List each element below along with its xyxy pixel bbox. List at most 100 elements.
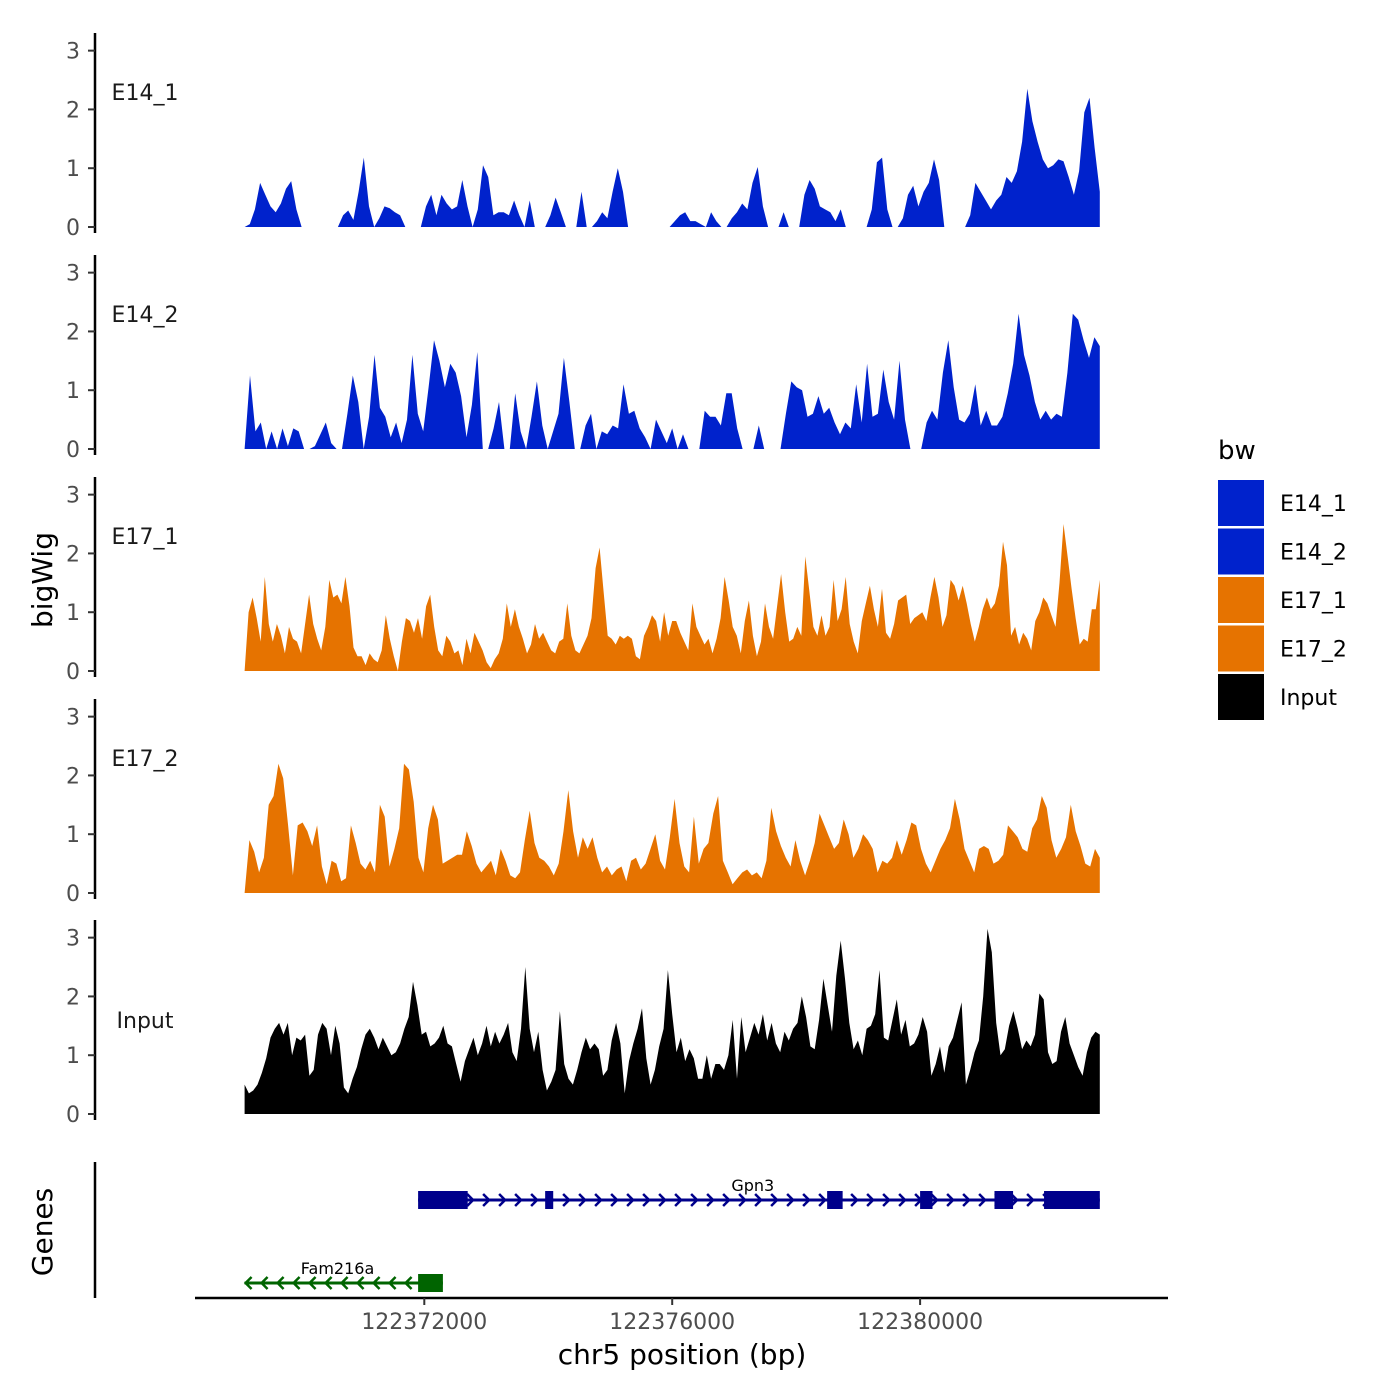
x-axis: 122372000 122376000 122380000 xyxy=(195,1296,1168,1335)
strand-arrow xyxy=(1026,1193,1035,1207)
y-tick-label: 0 xyxy=(66,216,80,241)
strand-arrow xyxy=(786,1193,795,1207)
y-tick-label: 3 xyxy=(66,40,80,65)
coverage-area-e14-2 xyxy=(244,313,1100,449)
strand-arrow xyxy=(562,1193,571,1207)
y-tick-label: 2 xyxy=(66,764,80,789)
strand-arrow xyxy=(466,1193,475,1207)
y-tick-label: 1 xyxy=(66,1044,80,1069)
legend-item-input: Input xyxy=(1218,674,1337,720)
track-label: E17_2 xyxy=(112,747,179,772)
legend-swatch xyxy=(1218,480,1264,526)
legend-swatch xyxy=(1218,577,1264,623)
gene-label: Fam216a xyxy=(301,1259,374,1278)
track-panel-e14-2: 0 1 2 3 E14_2 xyxy=(66,255,1100,463)
strand-arrow xyxy=(706,1193,715,1207)
strand-arrow xyxy=(259,1276,269,1290)
strand-arrow xyxy=(371,1276,381,1290)
strand-arrow xyxy=(866,1193,875,1207)
gene-label: Gpn3 xyxy=(731,1176,774,1195)
strand-arrow xyxy=(658,1193,667,1207)
strand-arrow xyxy=(674,1193,683,1207)
strand-arrow xyxy=(946,1193,955,1207)
y-tick-label: 2 xyxy=(66,542,80,567)
legend-item-e17-1: E17_1 xyxy=(1218,577,1347,623)
strand-arrow xyxy=(355,1276,365,1290)
y-tick-label: 1 xyxy=(66,157,80,182)
y-tick-label: 0 xyxy=(66,882,80,907)
strand-arrow xyxy=(243,1276,253,1290)
legend-label: E14_2 xyxy=(1280,541,1347,566)
strand-arrow xyxy=(387,1276,397,1290)
strand-arrow xyxy=(722,1193,731,1207)
track-panel-e17-1: 0 1 2 3 E17_1 xyxy=(66,477,1100,685)
strand-arrow xyxy=(626,1193,635,1207)
gene-track: Gpn3 Fam216a xyxy=(93,1162,1100,1298)
coverage-tracks: 0 1 2 3 E14_1 0 1 2 3 E14_2 0 1 2 3 E17_1 0 1 2 3 E17_2 0 1 2 3… xyxy=(66,33,1100,1128)
strand-arrow xyxy=(498,1193,507,1207)
track-label: E14_1 xyxy=(112,81,179,106)
strand-arrow xyxy=(770,1193,779,1207)
y-tick-label: 3 xyxy=(66,927,80,952)
track-panel-e14-1: 0 1 2 3 E14_1 xyxy=(66,33,1100,241)
strand-arrow xyxy=(482,1193,491,1207)
strand-arrow xyxy=(754,1193,763,1207)
coverage-area-e14-1 xyxy=(244,88,1100,227)
x-axis-title: chr5 position (bp) xyxy=(558,1338,807,1371)
strand-arrow xyxy=(339,1276,349,1290)
legend-swatch xyxy=(1218,674,1264,720)
strand-arrow xyxy=(530,1193,539,1207)
legend-item-e14-1: E14_1 xyxy=(1218,480,1347,526)
strand-arrow xyxy=(930,1193,939,1207)
legend-item-e14-2: E14_2 xyxy=(1218,528,1347,575)
exon xyxy=(545,1191,554,1209)
strand-arrow xyxy=(291,1276,301,1290)
y-tick-label: 0 xyxy=(66,438,80,463)
track-label: E17_1 xyxy=(112,525,179,550)
y-axis-title: bigWig xyxy=(26,532,59,628)
legend-label: E17_2 xyxy=(1280,638,1347,663)
coverage-area-e17-1 xyxy=(244,524,1100,671)
y-tick-label: 3 xyxy=(66,706,80,731)
y-tick-label: 2 xyxy=(66,320,80,345)
y-tick-label: 2 xyxy=(66,98,80,123)
strand-arrow xyxy=(403,1276,413,1290)
strand-arrow xyxy=(514,1193,523,1207)
legend-label: Input xyxy=(1280,686,1337,711)
legend-swatch xyxy=(1218,625,1264,672)
y-tick-label: 3 xyxy=(66,484,80,509)
exon xyxy=(1044,1191,1100,1209)
y-tick-label: 1 xyxy=(66,601,80,626)
exon xyxy=(920,1191,933,1209)
strand-arrow xyxy=(594,1193,603,1207)
legend-swatch xyxy=(1218,528,1264,575)
coverage-area-input xyxy=(244,928,1100,1114)
y-tick-label: 1 xyxy=(66,823,80,848)
legend: bw E14_1 E14_2 E17_1 E17_2 Input xyxy=(1218,436,1347,720)
y-tick-label: 0 xyxy=(66,660,80,685)
exon xyxy=(418,1191,468,1209)
coverage-area-e17-2 xyxy=(244,763,1100,893)
strand-arrow xyxy=(578,1193,587,1207)
exon xyxy=(994,1191,1014,1209)
strand-arrow xyxy=(690,1193,699,1207)
y-tick-label: 2 xyxy=(66,985,80,1010)
strand-arrow xyxy=(323,1276,333,1290)
y-tick-label: 0 xyxy=(66,1103,80,1128)
exon xyxy=(418,1274,443,1292)
gene-gpn3: Gpn3 xyxy=(418,1176,1100,1209)
strand-arrow xyxy=(802,1193,811,1207)
legend-label: E17_1 xyxy=(1280,589,1347,614)
strand-arrow xyxy=(610,1193,619,1207)
strand-arrow xyxy=(978,1193,987,1207)
strand-arrow xyxy=(738,1193,747,1207)
x-tick-label: 122380000 xyxy=(857,1310,983,1335)
x-tick-label: 122372000 xyxy=(361,1310,487,1335)
y-tick-label: 3 xyxy=(66,262,80,287)
exon xyxy=(827,1191,843,1209)
strand-arrow xyxy=(898,1193,907,1207)
strand-arrow xyxy=(962,1193,971,1207)
track-panel-input: 0 1 2 3 Input xyxy=(66,920,1100,1128)
legend-item-e17-2: E17_2 xyxy=(1218,625,1347,672)
